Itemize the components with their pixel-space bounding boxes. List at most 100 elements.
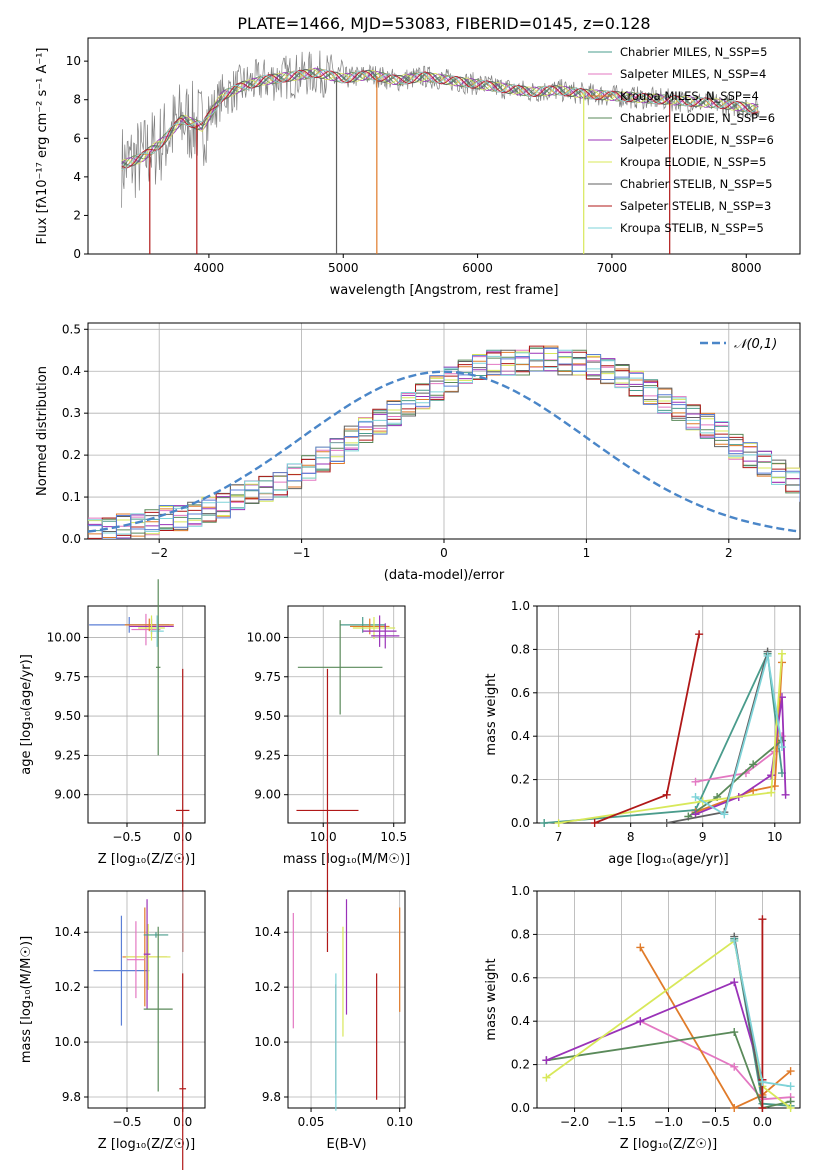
y-tick-label: 10.4 — [254, 925, 281, 939]
weight-point-marker — [636, 1017, 645, 1026]
y-tick-label: 1.0 — [511, 599, 530, 613]
weight-point-marker — [542, 1073, 551, 1082]
plot-frame — [287, 605, 406, 824]
mass-age-panel: 10.0 10.5 9.00 9.25 9.50 9.75 10.00 mass [log₁₀… — [247, 605, 410, 952]
age-weight-panel: 7 8 9 10 0.0 0.2 0.4 0.6 0.8 1.0 age [log₁₀(age/yr… — [484, 599, 801, 867]
y-tick-label: 0.4 — [62, 364, 81, 378]
plot-frame — [287, 890, 406, 1109]
x-tick-label: 7 — [555, 830, 563, 844]
y-tick-label: 9.50 — [54, 709, 81, 723]
x-tick-label: 0.10 — [386, 1115, 413, 1129]
y-tick-label: 9.00 — [54, 788, 81, 802]
y-axis-label: age [log₁₀(age/yr)] — [19, 654, 34, 775]
model-spectrum-line — [121, 69, 759, 169]
x-axis-label: E(B-V) — [326, 1137, 366, 1152]
x-axis-label: Z [log₁₀(Z/Z☉)] — [98, 1137, 195, 1152]
x-tick-label: 1 — [583, 546, 591, 560]
y-tick-label: 9.50 — [254, 709, 281, 723]
weight-point-marker — [730, 1104, 739, 1112]
y-tick-label: 10.4 — [54, 925, 81, 939]
weight-point-marker — [691, 792, 700, 801]
y-tick-label: 9.75 — [54, 670, 81, 684]
normal-curve-line — [88, 370, 800, 533]
weight-point-marker — [786, 1082, 795, 1091]
x-tick-label: 10.5 — [380, 830, 407, 844]
y-tick-label: 0.8 — [511, 642, 530, 656]
y-tick-label: 10 — [66, 54, 81, 68]
weight-point-marker — [758, 1104, 767, 1112]
y-tick-label: 4 — [73, 170, 81, 184]
y-tick-label: 9.8 — [62, 1090, 81, 1104]
model-spectrum-line — [121, 69, 759, 171]
x-axis-label: wavelength [Angstrom, rest frame] — [330, 283, 559, 298]
figure-title: PLATE=1466, MJD=53083, FIBERID=0145, z=0… — [237, 14, 650, 33]
spectrum-lines — [121, 50, 760, 254]
weight-point-marker — [662, 790, 671, 799]
y-tick-label: 0.2 — [511, 773, 530, 787]
y-tick-label: 0.6 — [511, 686, 530, 700]
weight-point-marker — [749, 760, 758, 769]
y-tick-label: 6 — [73, 131, 81, 145]
y-tick-label: 0.5 — [62, 322, 81, 336]
residuals-panel: −2 −1 0 1 2 0.0 0.1 0.2 0.3 0.4 0.5 (data-model)/er… — [35, 322, 801, 583]
x-tick-label: −1.5 — [607, 1115, 636, 1129]
y-tick-label: 0.2 — [62, 448, 81, 462]
y-tick-label: 9.25 — [254, 748, 281, 762]
weight-point-marker — [730, 1062, 739, 1071]
x-axis-label: age [log₁₀(age/yr)] — [608, 852, 729, 867]
y-tick-label: 10.0 — [54, 1035, 81, 1049]
y-axis-label: mass weight — [484, 673, 499, 755]
plot-frame — [87, 605, 206, 824]
weight-point-marker — [590, 819, 599, 827]
weight-point-marker — [767, 771, 776, 780]
y-tick-label: 10.2 — [254, 980, 281, 994]
weight-series-line — [544, 650, 783, 824]
x-tick-label: 5000 — [328, 261, 359, 275]
weight-point-marker — [763, 651, 772, 660]
y-tick-label: 0.0 — [62, 532, 81, 546]
x-tick-label: −2 — [150, 546, 168, 560]
x-tick-label: 8 — [627, 830, 635, 844]
weight-point-marker — [786, 1067, 795, 1076]
legend-label: Chabrier ELODIE, N_SSP=6 — [620, 111, 775, 125]
observed-spectrum-line — [121, 50, 760, 208]
y-tick-label: 0.8 — [511, 927, 530, 941]
y-tick-label: 10.00 — [247, 630, 281, 644]
weight-series-line — [546, 980, 764, 1081]
x-tick-label: −2.0 — [560, 1115, 589, 1129]
x-tick-label: −1.0 — [654, 1115, 683, 1129]
y-tick-label: 9.8 — [262, 1090, 281, 1104]
x-axis-label: Z [log₁₀(Z/Z☉)] — [98, 852, 195, 867]
legend-label: Kroupa ELODIE, N_SSP=5 — [620, 155, 766, 169]
weight-point-marker — [695, 630, 704, 639]
y-tick-label: 0.6 — [511, 971, 530, 985]
y-tick-label: 9.00 — [254, 788, 281, 802]
x-tick-label: −0.5 — [112, 1115, 141, 1129]
weight-point-marker — [542, 1056, 551, 1065]
weight-series-line — [695, 662, 783, 813]
ebv-mass-panel: 0.05 0.10 9.8 10.0 10.2 10.4 E(B-V) — [254, 890, 413, 1152]
weight-point-marker — [777, 649, 786, 658]
residual-histograms — [88, 345, 800, 539]
legend-label: Kroupa STELIB, N_SSP=5 — [620, 221, 764, 235]
y-tick-label: 9.75 — [254, 670, 281, 684]
y-tick-label: 0.4 — [511, 1014, 530, 1028]
weight-series-line — [639, 946, 792, 1110]
y-tick-label: 1.0 — [511, 884, 530, 898]
y-tick-label: 0 — [73, 247, 81, 261]
legend-label: Salpeter MILES, N_SSP=4 — [620, 67, 766, 81]
y-axis-label: mass weight — [484, 958, 499, 1040]
x-tick-label: 10 — [767, 830, 782, 844]
x-tick-label: 10.0 — [310, 830, 337, 844]
x-tick-label: −0.5 — [701, 1115, 730, 1129]
weight-series-line — [546, 1031, 791, 1110]
y-tick-label: 0.2 — [511, 1058, 530, 1072]
x-tick-label: 2 — [725, 546, 733, 560]
x-tick-label: 0.05 — [298, 1115, 325, 1129]
weight-point-marker — [554, 819, 563, 827]
y-tick-label: 10.0 — [254, 1035, 281, 1049]
weight-series-line — [558, 653, 783, 824]
y-tick-label: 0.4 — [511, 729, 530, 743]
legend-label: Salpeter ELODIE, N_SSP=6 — [620, 133, 774, 147]
